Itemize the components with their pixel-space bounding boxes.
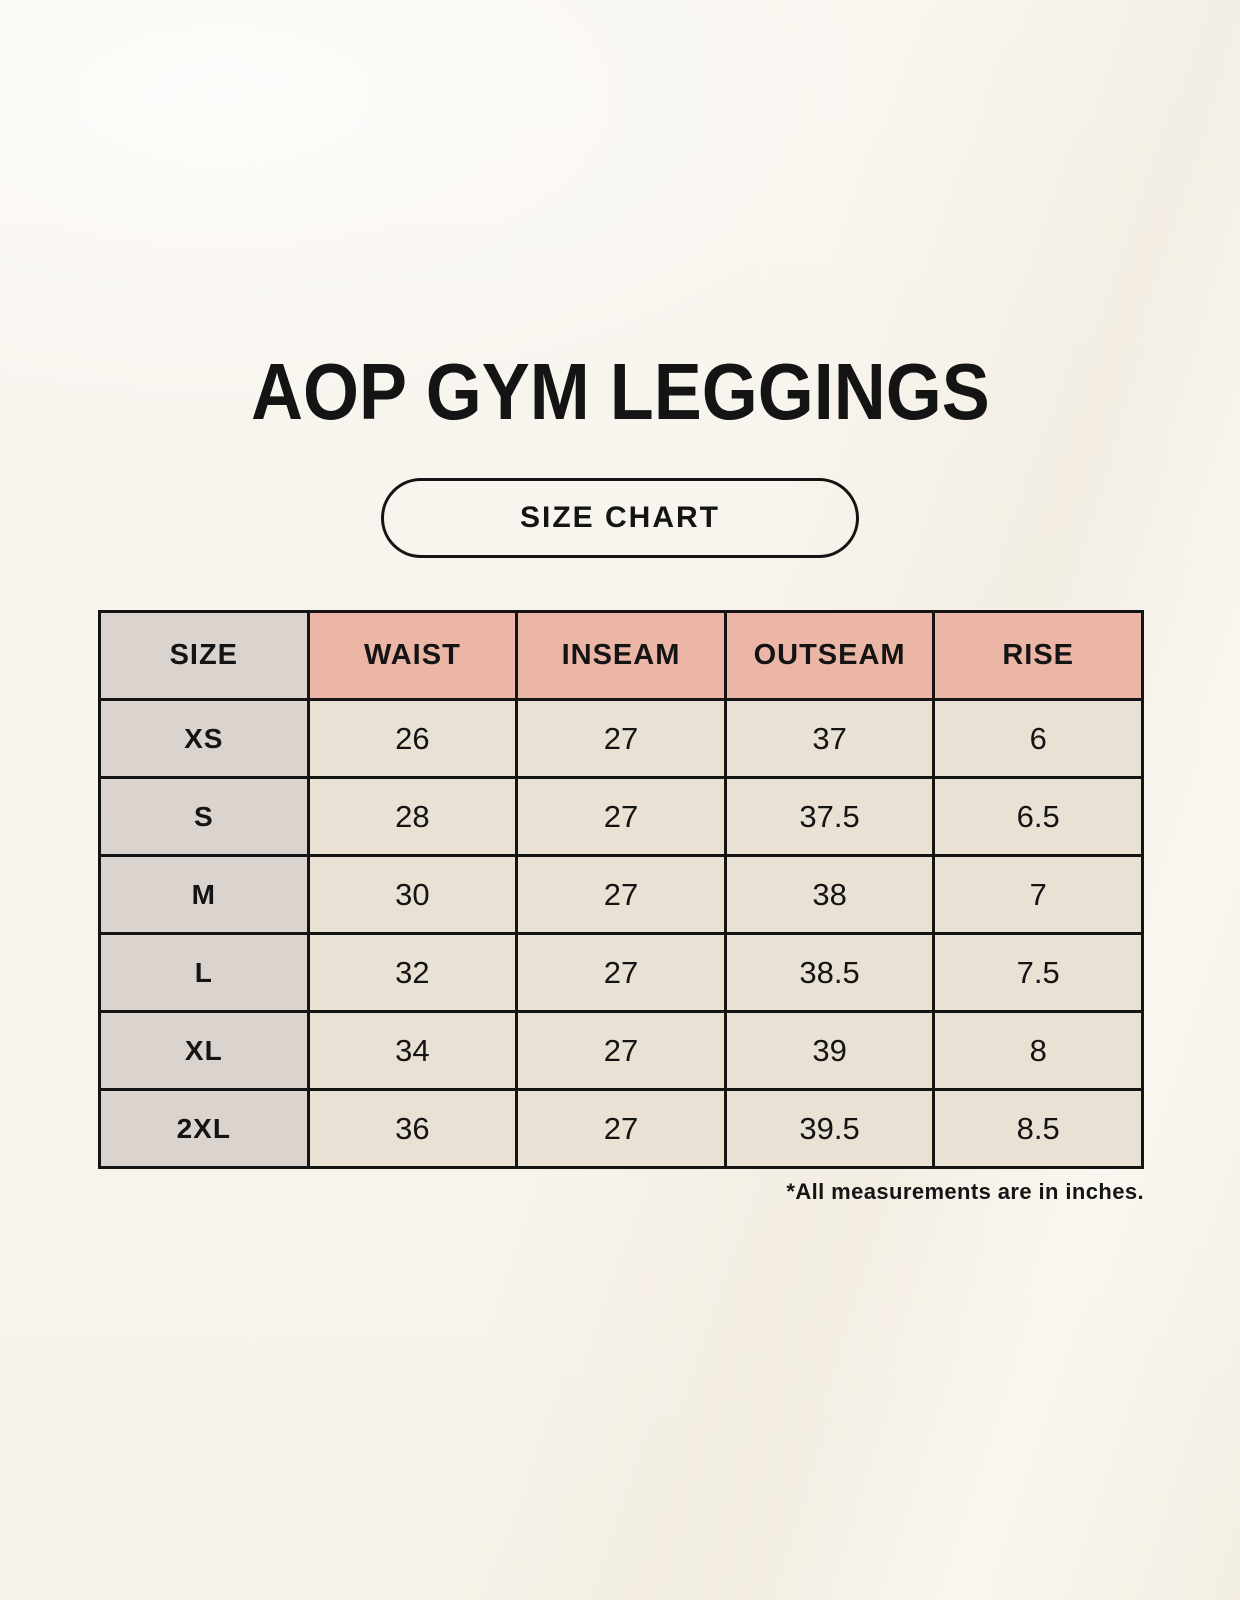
table-cell: 38 — [723, 854, 936, 935]
table-cell: 30 — [306, 854, 519, 935]
table-cell: 26 — [306, 698, 519, 779]
badge-row: SIZE CHART — [0, 478, 1240, 558]
table-cell: 27 — [515, 854, 727, 935]
measurements-note: *All measurements are in inches. — [786, 1179, 1144, 1204]
table-cell: 36 — [306, 1088, 519, 1169]
table-cell: 8 — [932, 1010, 1144, 1091]
column-header-inseam: INSEAM — [515, 610, 727, 701]
table-cell: 34 — [306, 1010, 519, 1091]
table-row-xl: XL 34 27 39 8 — [98, 1010, 1144, 1091]
table-row-l: L 32 27 38.5 7.5 — [98, 932, 1144, 1013]
table-row-m: M 30 27 38 7 — [98, 854, 1144, 935]
table-cell: 38.5 — [723, 932, 936, 1013]
table-cell: 8.5 — [932, 1088, 1144, 1169]
header-row: SIZE WAIST INSEAM OUTSEAM RISE — [98, 610, 1144, 701]
table-cell: 27 — [515, 1088, 727, 1169]
table-cell: 39 — [723, 1010, 936, 1091]
table-cell: 28 — [306, 776, 519, 857]
table-cell: 32 — [306, 932, 519, 1013]
table-row-xs: XS 26 27 37 6 — [98, 698, 1144, 779]
row-label: 2XL — [98, 1088, 310, 1169]
size-chart-badge[interactable]: SIZE CHART — [381, 478, 859, 558]
table-cell: 27 — [515, 1010, 727, 1091]
column-header-size: SIZE — [98, 610, 310, 701]
page-title-text: AOP GYM LEGGINGS — [250, 347, 990, 436]
table-cell: 6.5 — [932, 776, 1144, 857]
table-header: SIZE WAIST INSEAM OUTSEAM RISE — [98, 610, 1144, 701]
table-cell: 39.5 — [723, 1088, 936, 1169]
table-cell: 37 — [723, 698, 936, 779]
size-chart-table: SIZE WAIST INSEAM OUTSEAM RISE XS 26 27 … — [98, 610, 1144, 1169]
size-chart-table-container: SIZE WAIST INSEAM OUTSEAM RISE XS 26 27 … — [98, 610, 1144, 1169]
column-header-waist: WAIST — [306, 610, 519, 701]
page-title: AOP GYM LEGGINGS — [0, 0, 1240, 432]
table-cell: 27 — [515, 698, 727, 779]
row-label: XS — [98, 698, 310, 779]
row-label: L — [98, 932, 310, 1013]
table-row-s: S 28 27 37.5 6.5 — [98, 776, 1144, 857]
size-chart-badge-label: SIZE CHART — [520, 501, 720, 534]
table-cell: 6 — [932, 698, 1144, 779]
table-cell: 7 — [932, 854, 1144, 935]
table-body: XS 26 27 37 6 S 28 27 37.5 6.5 M 30 27 — [98, 698, 1144, 1169]
table-cell: 27 — [515, 776, 727, 857]
column-header-outseam: OUTSEAM — [723, 610, 936, 701]
row-label: XL — [98, 1010, 310, 1091]
table-cell: 37.5 — [723, 776, 936, 857]
row-label: S — [98, 776, 310, 857]
column-header-rise: RISE — [932, 610, 1144, 701]
table-cell: 7.5 — [932, 932, 1144, 1013]
table-row-2xl: 2XL 36 27 39.5 8.5 — [98, 1088, 1144, 1169]
row-label: M — [98, 854, 310, 935]
table-cell: 27 — [515, 932, 727, 1013]
